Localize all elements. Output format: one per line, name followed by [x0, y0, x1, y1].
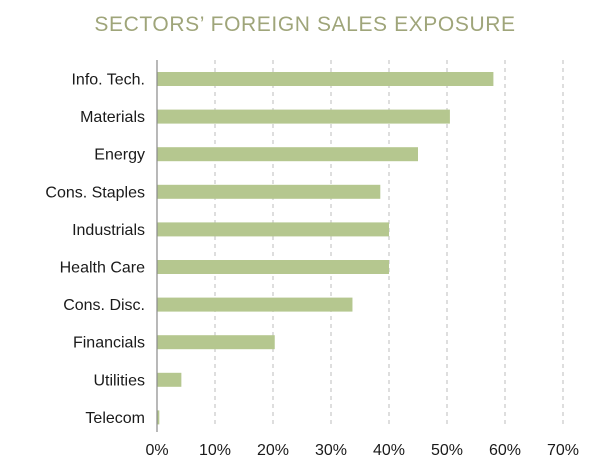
bar: [157, 260, 389, 274]
bar: [157, 372, 182, 387]
category-label: Health Care: [60, 260, 145, 277]
x-tick-label: 50%: [431, 442, 463, 459]
bar: [157, 335, 275, 350]
category-label: Financials: [73, 335, 145, 352]
x-tick-label: 60%: [489, 442, 521, 459]
category-label: Materials: [80, 109, 145, 126]
category-label: Utilities: [93, 372, 145, 389]
category-label: Telecom: [85, 410, 145, 427]
bar: [157, 109, 450, 124]
bar: [157, 297, 353, 312]
bar: [157, 222, 389, 237]
category-label: Industrials: [72, 222, 145, 239]
x-tick-label: 30%: [315, 442, 347, 459]
tick-labels: 0% 10% 20% 30% 40% 50% 60% 70%: [145, 442, 579, 459]
bar: [157, 184, 381, 199]
category-label: Info. Tech.: [71, 72, 145, 89]
x-tick-label: 40%: [373, 442, 405, 459]
bar: [157, 147, 418, 162]
x-tick-label: 0%: [145, 442, 168, 459]
category-label: Cons. Disc.: [63, 297, 145, 314]
bar: [157, 410, 160, 425]
x-tick-label: 70%: [547, 442, 579, 459]
category-label: Cons. Staples: [45, 184, 145, 201]
grid-lines: [214, 60, 564, 428]
category-label: Energy: [94, 147, 145, 164]
bar: [157, 72, 494, 86]
x-tick-label: 10%: [199, 442, 231, 459]
category-labels: Info. Tech. Materials Energy Cons. Staples I…: [45, 72, 145, 427]
bars: [157, 72, 494, 425]
chart-title: SECTORS’ FOREIGN SALES EXPOSURE: [94, 13, 516, 36]
x-tick-label: 20%: [257, 442, 289, 459]
